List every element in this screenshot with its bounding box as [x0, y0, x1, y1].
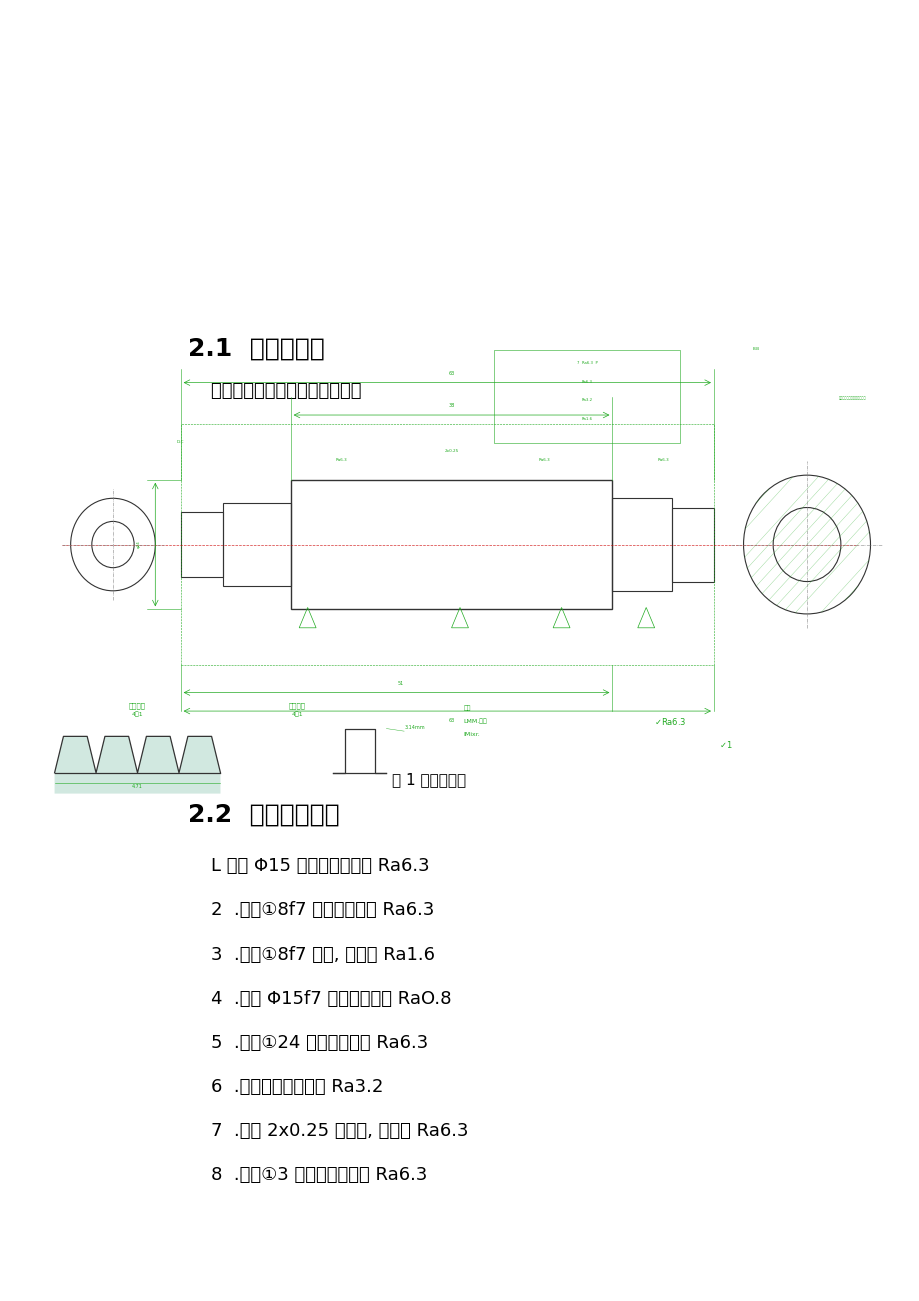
Text: 7  Ra6.3  P: 7 Ra6.3 P	[576, 362, 596, 366]
Text: 2  .蜗杆①8f7 端面，粗糙度 Ra6.3: 2 .蜗杆①8f7 端面，粗糙度 Ra6.3	[188, 902, 435, 920]
Bar	[180, 424, 713, 665]
Bar	[180, 513, 222, 576]
Text: D-C: D-C	[176, 440, 184, 444]
Text: 3.14mm: 3.14mm	[403, 725, 425, 730]
Text: 2.2  蜗杆工艺分析: 2.2 蜗杆工艺分析	[188, 803, 340, 826]
Text: Ra1.6: Ra1.6	[581, 416, 592, 420]
Text: LMM.钢卫: LMM.钢卫	[463, 718, 486, 725]
Text: 图 1 蜗杆零件图: 图 1 蜗杆零件图	[391, 773, 465, 787]
Text: 6  .蜗杆齿轮，粗糙度 Ra3.2: 6 .蜗杆齿轮，粗糙度 Ra3.2	[188, 1077, 383, 1095]
Text: 比对: 比对	[463, 705, 471, 712]
Text: L 蜗杆 Φ15 右端面，粗糙度 Ra6.3: L 蜗杆 Φ15 右端面，粗糙度 Ra6.3	[188, 857, 429, 876]
Text: Ra6.3: Ra6.3	[656, 458, 668, 462]
Text: IMixr.: IMixr.	[463, 732, 480, 738]
Bar	[494, 350, 679, 442]
Text: 51: 51	[397, 680, 403, 686]
Text: $\checkmark$1: $\checkmark$1	[719, 739, 732, 751]
Text: 法面齿形: 法面齿形	[289, 703, 306, 709]
Text: 63: 63	[448, 718, 454, 723]
Text: 蜗杆是蜗杆减速传动中的主要部: 蜗杆是蜗杆减速传动中的主要部	[188, 381, 361, 399]
Polygon shape	[54, 736, 221, 794]
Text: 蜗杆减速箱传动用蜗杆零件图: 蜗杆减速箱传动用蜗杆零件图	[838, 397, 866, 401]
Bar	[612, 498, 671, 591]
Text: 63: 63	[448, 371, 454, 376]
Text: 4  .蜗杆 Φ15f7 外圆，粗糙度 RaO.8: 4 .蜗杆 Φ15f7 外圆，粗糙度 RaO.8	[188, 990, 451, 1007]
Text: Ra6.3: Ra6.3	[581, 380, 592, 384]
Text: 2.1  蜗杆的作用: 2.1 蜗杆的作用	[188, 337, 324, 360]
Text: 端面齿形: 端面齿形	[129, 703, 146, 709]
Text: 4：1: 4：1	[291, 710, 303, 717]
Text: 2x0.25: 2x0.25	[444, 449, 459, 453]
Text: 4.71: 4.71	[132, 785, 142, 790]
Text: 7  .蜗杆 2x0.25 退刀槽, 粗糙度 Ra6.3: 7 .蜗杆 2x0.25 退刀槽, 粗糙度 Ra6.3	[188, 1121, 469, 1140]
Text: Ra6.3: Ra6.3	[335, 458, 347, 462]
Text: Ra3.2: Ra3.2	[581, 398, 592, 402]
Text: 38: 38	[448, 403, 454, 409]
Text: 3  .蜗杆①8f7 外圆, 粗糙度 Ra1.6: 3 .蜗杆①8f7 外圆, 粗糙度 Ra1.6	[188, 946, 435, 964]
Text: 5  .蜗杆①24 外圆，粗糙度 Ra6.3: 5 .蜗杆①24 外圆，粗糙度 Ra6.3	[188, 1034, 428, 1051]
Text: $\checkmark$Ra6.3: $\checkmark$Ra6.3	[653, 716, 686, 727]
Text: 8  .蜗杆①3 锥销孔，粗糙度 Ra6.3: 8 .蜗杆①3 锥销孔，粗糙度 Ra6.3	[188, 1166, 427, 1184]
Text: 4：1: 4：1	[131, 710, 143, 717]
Text: Ra6.3: Ra6.3	[539, 458, 550, 462]
Bar	[222, 503, 290, 587]
Bar	[290, 480, 612, 609]
Bar	[671, 507, 713, 582]
Text: φ24: φ24	[136, 541, 141, 549]
Text: B-B: B-B	[752, 347, 759, 351]
